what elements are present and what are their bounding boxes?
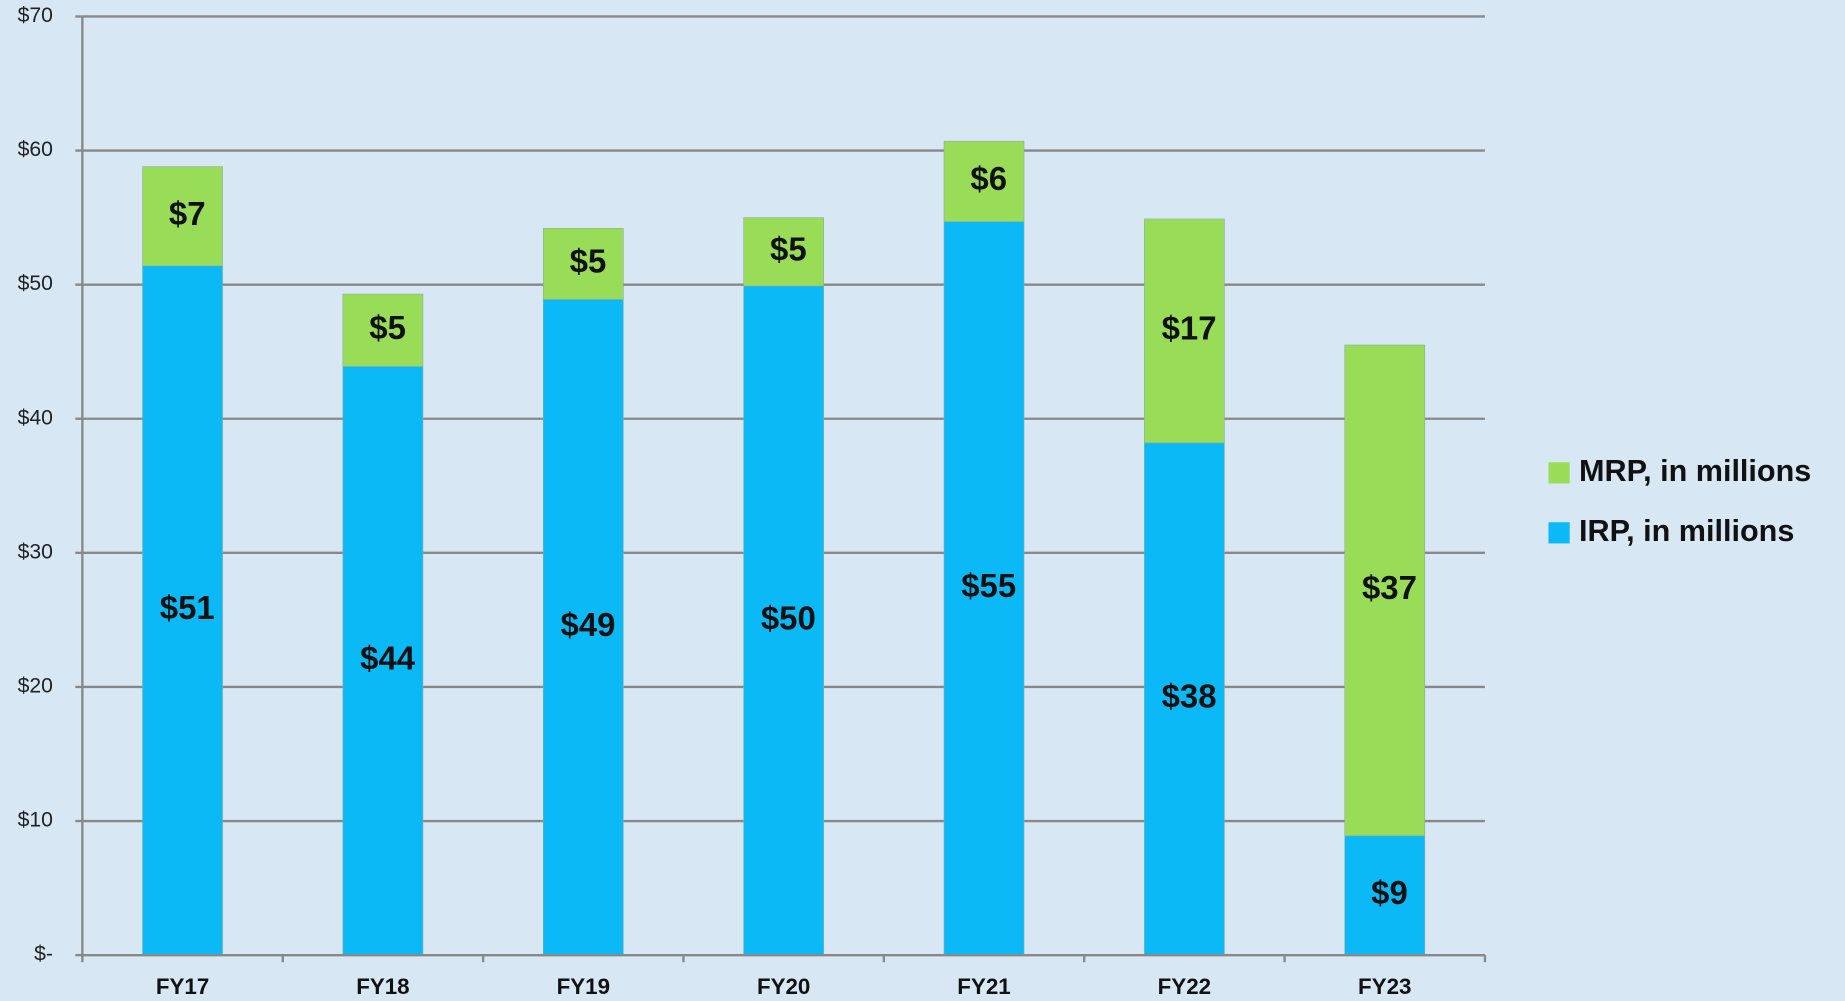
x-tick-label: FY18	[356, 974, 409, 999]
y-tick-label: $60	[18, 138, 53, 161]
x-tick-label: FY20	[757, 974, 810, 999]
data-label: $55	[961, 567, 1016, 604]
bar-segment	[342, 293, 424, 367]
data-label: $7	[169, 195, 206, 232]
data-label: $49	[561, 606, 616, 643]
y-tick-label: $20	[18, 675, 53, 698]
y-tick-label: $10	[18, 809, 53, 832]
data-label: $51	[160, 589, 215, 626]
bar-segment	[142, 265, 223, 956]
data-label: $44	[360, 639, 416, 676]
legend-swatch	[1548, 522, 1570, 544]
bar-segment	[943, 140, 1025, 222]
bar-segment	[142, 166, 223, 267]
y-tick-label: $30	[18, 540, 53, 563]
y-tick-label: $70	[18, 4, 53, 27]
bar-segment	[342, 366, 424, 956]
data-label: $5	[369, 309, 406, 346]
data-label: $38	[1162, 678, 1217, 715]
x-tick-label: FY23	[1358, 974, 1411, 999]
bar-segment	[1344, 344, 1426, 837]
data-label: $6	[970, 160, 1007, 197]
data-label: $37	[1362, 569, 1417, 606]
x-tick-label: FY19	[557, 974, 610, 999]
x-tick-label: FY21	[957, 974, 1010, 999]
x-tick-label: FY22	[1158, 974, 1211, 999]
x-tick-label: FY17	[156, 974, 209, 999]
legend-label: IRP, in millions	[1579, 514, 1794, 548]
y-tick-label: $40	[18, 406, 53, 429]
data-label: $9	[1371, 874, 1408, 911]
bar-segment	[542, 299, 624, 956]
y-tick-label: $50	[18, 272, 53, 295]
y-tick-label: $-	[34, 943, 53, 966]
bar-segment	[1144, 218, 1225, 444]
legend-label: MRP, in millions	[1579, 454, 1811, 488]
bar-segment	[1344, 835, 1426, 956]
bar-segment	[1144, 442, 1225, 956]
bar-segment	[943, 221, 1025, 956]
bar-segment	[542, 228, 624, 300]
bar-segment	[743, 285, 824, 956]
data-label: $50	[761, 599, 816, 636]
data-label: $17	[1162, 310, 1217, 347]
bar-segment	[743, 217, 824, 287]
legend-swatch	[1548, 462, 1570, 484]
data-label: $5	[570, 243, 607, 280]
data-label: $5	[770, 231, 807, 268]
